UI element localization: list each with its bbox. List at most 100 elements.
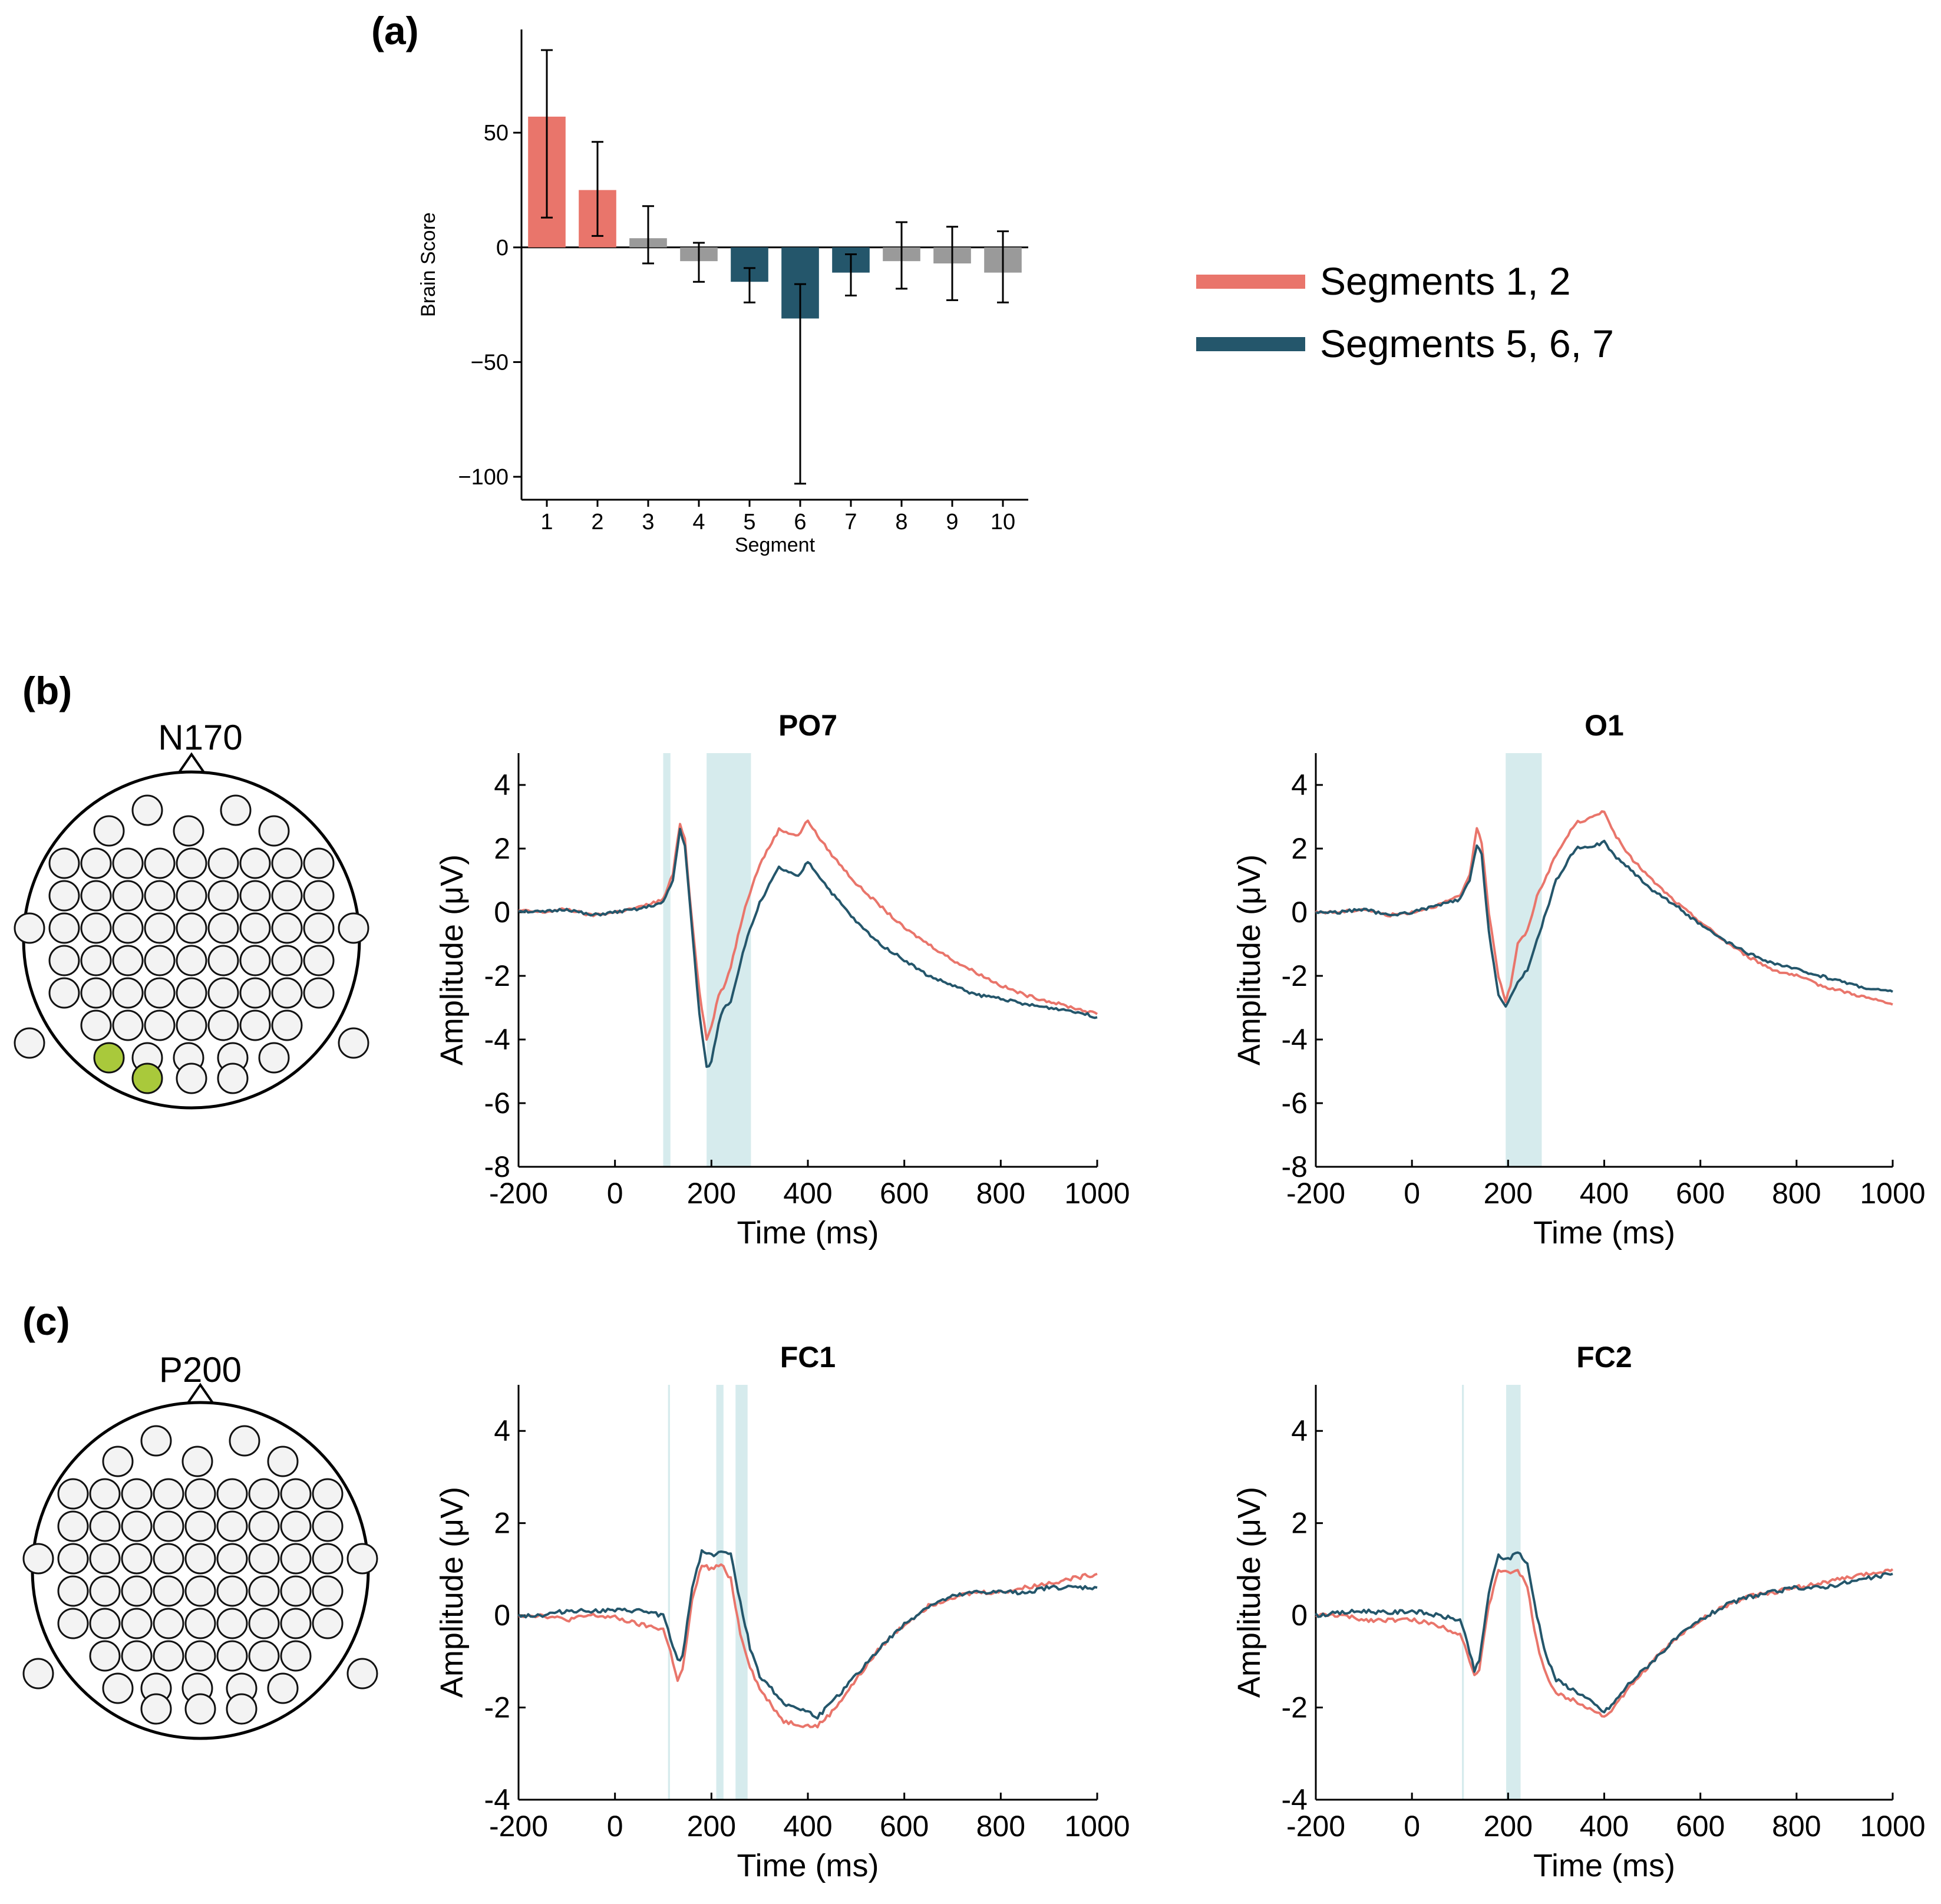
electrode — [48, 880, 80, 912]
x-tick-label: 8 — [895, 510, 907, 534]
electrode — [89, 1575, 121, 1607]
x-tick-label: 200 — [687, 1810, 736, 1843]
electrode — [220, 794, 252, 826]
y-tick-label: 4 — [1291, 768, 1308, 801]
electrode — [48, 945, 80, 976]
y-tick-label: -4 — [484, 1783, 510, 1816]
x-tick-label: 3 — [642, 510, 654, 534]
electrode — [216, 1640, 248, 1672]
electrode — [267, 1446, 299, 1477]
legend-label-segments-5-6-7: Segments 5, 6, 7 — [1320, 322, 1614, 365]
electrode — [216, 1608, 248, 1639]
x-tick-label: 800 — [976, 1177, 1025, 1210]
y-tick-label: 2 — [494, 1507, 510, 1540]
y-tick-label: 0 — [496, 236, 509, 260]
y-tick-label: 4 — [494, 1414, 510, 1447]
chart-title: FC1 — [780, 1341, 836, 1374]
electrode — [176, 912, 207, 944]
y-tick-label: 2 — [1291, 1507, 1308, 1540]
x-tick-label: 200 — [1484, 1810, 1533, 1843]
electrode — [176, 847, 207, 879]
electrode — [121, 1640, 153, 1672]
electrode-outer — [22, 1658, 54, 1689]
electrode — [144, 1009, 176, 1041]
erp-chart-fc2: -200 0 200 400 600 800 1000 4 2 0 -2 -4 FC2 Time (ms)… — [1232, 1341, 1926, 1883]
erp-line-red — [1315, 1568, 1894, 1718]
erp-line-blue — [1315, 1551, 1893, 1714]
y-tick-label: 0 — [1291, 896, 1308, 929]
electrode — [271, 880, 303, 912]
y-tick-label: -4 — [484, 1023, 510, 1056]
x-axis-label: Segment — [735, 534, 816, 556]
x-tick-label: 0 — [1404, 1810, 1420, 1843]
electrode — [267, 1672, 299, 1704]
electrode — [280, 1640, 312, 1672]
electrode — [144, 977, 176, 1009]
x-tick-label: 1000 — [1064, 1810, 1130, 1843]
legend-swatch-segments-5-6-7 — [1196, 337, 1305, 351]
electrode — [207, 880, 239, 912]
panel-label-a: (a) — [371, 9, 419, 52]
electrode — [173, 815, 204, 847]
legend: Segments 1, 2 Segments 5, 6, 7 — [1196, 259, 1614, 365]
x-tick-label: 400 — [783, 1177, 832, 1210]
electrode — [153, 1608, 184, 1639]
x-tick-label: 5 — [743, 510, 755, 534]
erp-line-blue — [517, 1549, 1098, 1720]
electrode — [280, 1510, 312, 1542]
y-axis-label: Amplitude (μV) — [434, 1487, 470, 1698]
y-tick-label: -4 — [1282, 1783, 1308, 1816]
electrode — [207, 912, 239, 944]
x-tick-label: 2 — [591, 510, 603, 534]
electrode — [229, 1425, 260, 1457]
electrode — [207, 847, 239, 879]
y-axis-label: Amplitude (μV) — [1232, 1487, 1267, 1698]
y-tick-label: −50 — [471, 350, 509, 375]
electrode — [303, 977, 335, 1009]
electrode — [280, 1608, 312, 1639]
electrode — [48, 847, 80, 879]
nose-icon — [177, 752, 206, 774]
electrode — [184, 1640, 216, 1672]
electrode — [303, 945, 335, 976]
y-tick-label: -6 — [1282, 1087, 1308, 1120]
significance-shade — [1506, 1385, 1521, 1800]
electrode — [258, 1042, 290, 1074]
electrode — [303, 847, 335, 879]
y-tick-label: -2 — [484, 959, 510, 992]
electrode — [181, 1446, 213, 1477]
electrode — [57, 1575, 89, 1607]
electrode — [239, 1009, 271, 1041]
x-tick-label: -200 — [1286, 1177, 1345, 1210]
y-tick-label: 4 — [1291, 1414, 1308, 1447]
electrode — [89, 1478, 121, 1510]
electrode — [207, 945, 239, 976]
electrode — [80, 977, 112, 1009]
electrode — [57, 1608, 89, 1639]
electrode — [239, 977, 271, 1009]
electrode-outer — [338, 912, 369, 944]
x-tick-label: 6 — [794, 510, 806, 534]
y-axis-label: Amplitude (μV) — [1232, 854, 1267, 1065]
electrode — [176, 977, 207, 1009]
x-tick-label: 0 — [607, 1810, 623, 1843]
electrode — [258, 815, 290, 847]
electrode — [280, 1478, 312, 1510]
erp-line-red — [518, 819, 1098, 1041]
significance-shade — [663, 753, 671, 1167]
electrode — [184, 1543, 216, 1575]
electrode — [312, 1608, 344, 1639]
electrode — [57, 1543, 89, 1575]
electrode — [80, 880, 112, 912]
electrode — [48, 977, 80, 1009]
legend-swatch-segments-1-2 — [1196, 275, 1305, 289]
y-axis-label: Brain Score — [417, 212, 440, 317]
electrode — [303, 880, 335, 912]
electrode — [80, 945, 112, 976]
x-tick-label: 400 — [783, 1810, 832, 1843]
erp-line-red — [1315, 810, 1893, 1006]
electrode — [176, 945, 207, 976]
electrode — [112, 1009, 144, 1041]
electrode — [153, 1640, 184, 1672]
electrode — [80, 912, 112, 944]
